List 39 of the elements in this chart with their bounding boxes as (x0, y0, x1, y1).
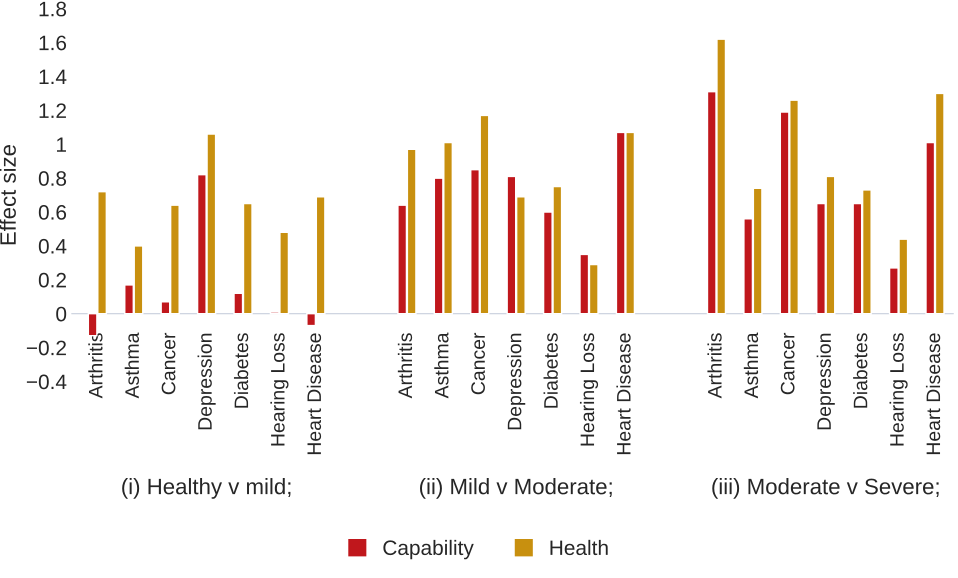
text: (ii) Mild v Moderate; (420, 478, 612, 499)
y-tick-label: −0.4 (26, 374, 66, 390)
y-tick-label: 1.2 (40, 103, 66, 118)
text: (iii) Moderate v Severe; (712, 478, 939, 499)
x-tick-label: Depression (198, 334, 216, 430)
x-tick-label: Heart Disease (926, 333, 940, 454)
x-tick-label: Heart Disease (616, 333, 631, 454)
x-tick-label: Asthma (124, 332, 139, 398)
y-tick-label: 0 (56, 306, 66, 322)
text: (i) Healthy v mild; (122, 478, 290, 499)
x-tick-label: Diabetes (853, 333, 868, 408)
x-tick-label: Heart Disease (306, 333, 322, 454)
x-tick-label: Diabetes (234, 333, 248, 408)
x-tick-label: Hearing Loss (270, 333, 289, 446)
x-tick-label: Arthritis (707, 333, 722, 398)
x-tick-label: Cancer (162, 332, 176, 394)
x-tick-label: Cancer (780, 332, 795, 394)
y-tick-label: 0.4 (38, 238, 66, 254)
x-tick-label: Cancer (471, 332, 485, 394)
y-tick-label: −0.2 (26, 340, 66, 356)
y-tick-label: 1.8 (40, 2, 66, 16)
legend-label: Health (550, 540, 608, 556)
x-tick-label: Arthritis (88, 333, 103, 398)
y-tick-label: 1.6 (40, 36, 66, 50)
y-tick-label: 0.8 (38, 171, 66, 186)
y-tick-label: 0.6 (38, 205, 66, 220)
y-axis-title: Effect size (0, 145, 16, 244)
legend-label: Capability (383, 540, 474, 560)
x-tick-label: Asthma (434, 332, 449, 398)
x-tick-label: Hearing Loss (890, 333, 908, 446)
y-tick-label: 1.4 (40, 70, 66, 84)
y-tick-label: 0.2 (38, 272, 66, 288)
x-tick-label: Depression (816, 334, 835, 430)
x-tick-label: Arthritis (398, 333, 412, 398)
y-tick-label: 1 (56, 137, 66, 152)
x-tick-label: Asthma (744, 332, 758, 398)
x-tick-label: Hearing Loss (580, 333, 598, 446)
x-tick-label: Depression (507, 334, 526, 430)
x-tick-label: Diabetes (544, 333, 558, 408)
